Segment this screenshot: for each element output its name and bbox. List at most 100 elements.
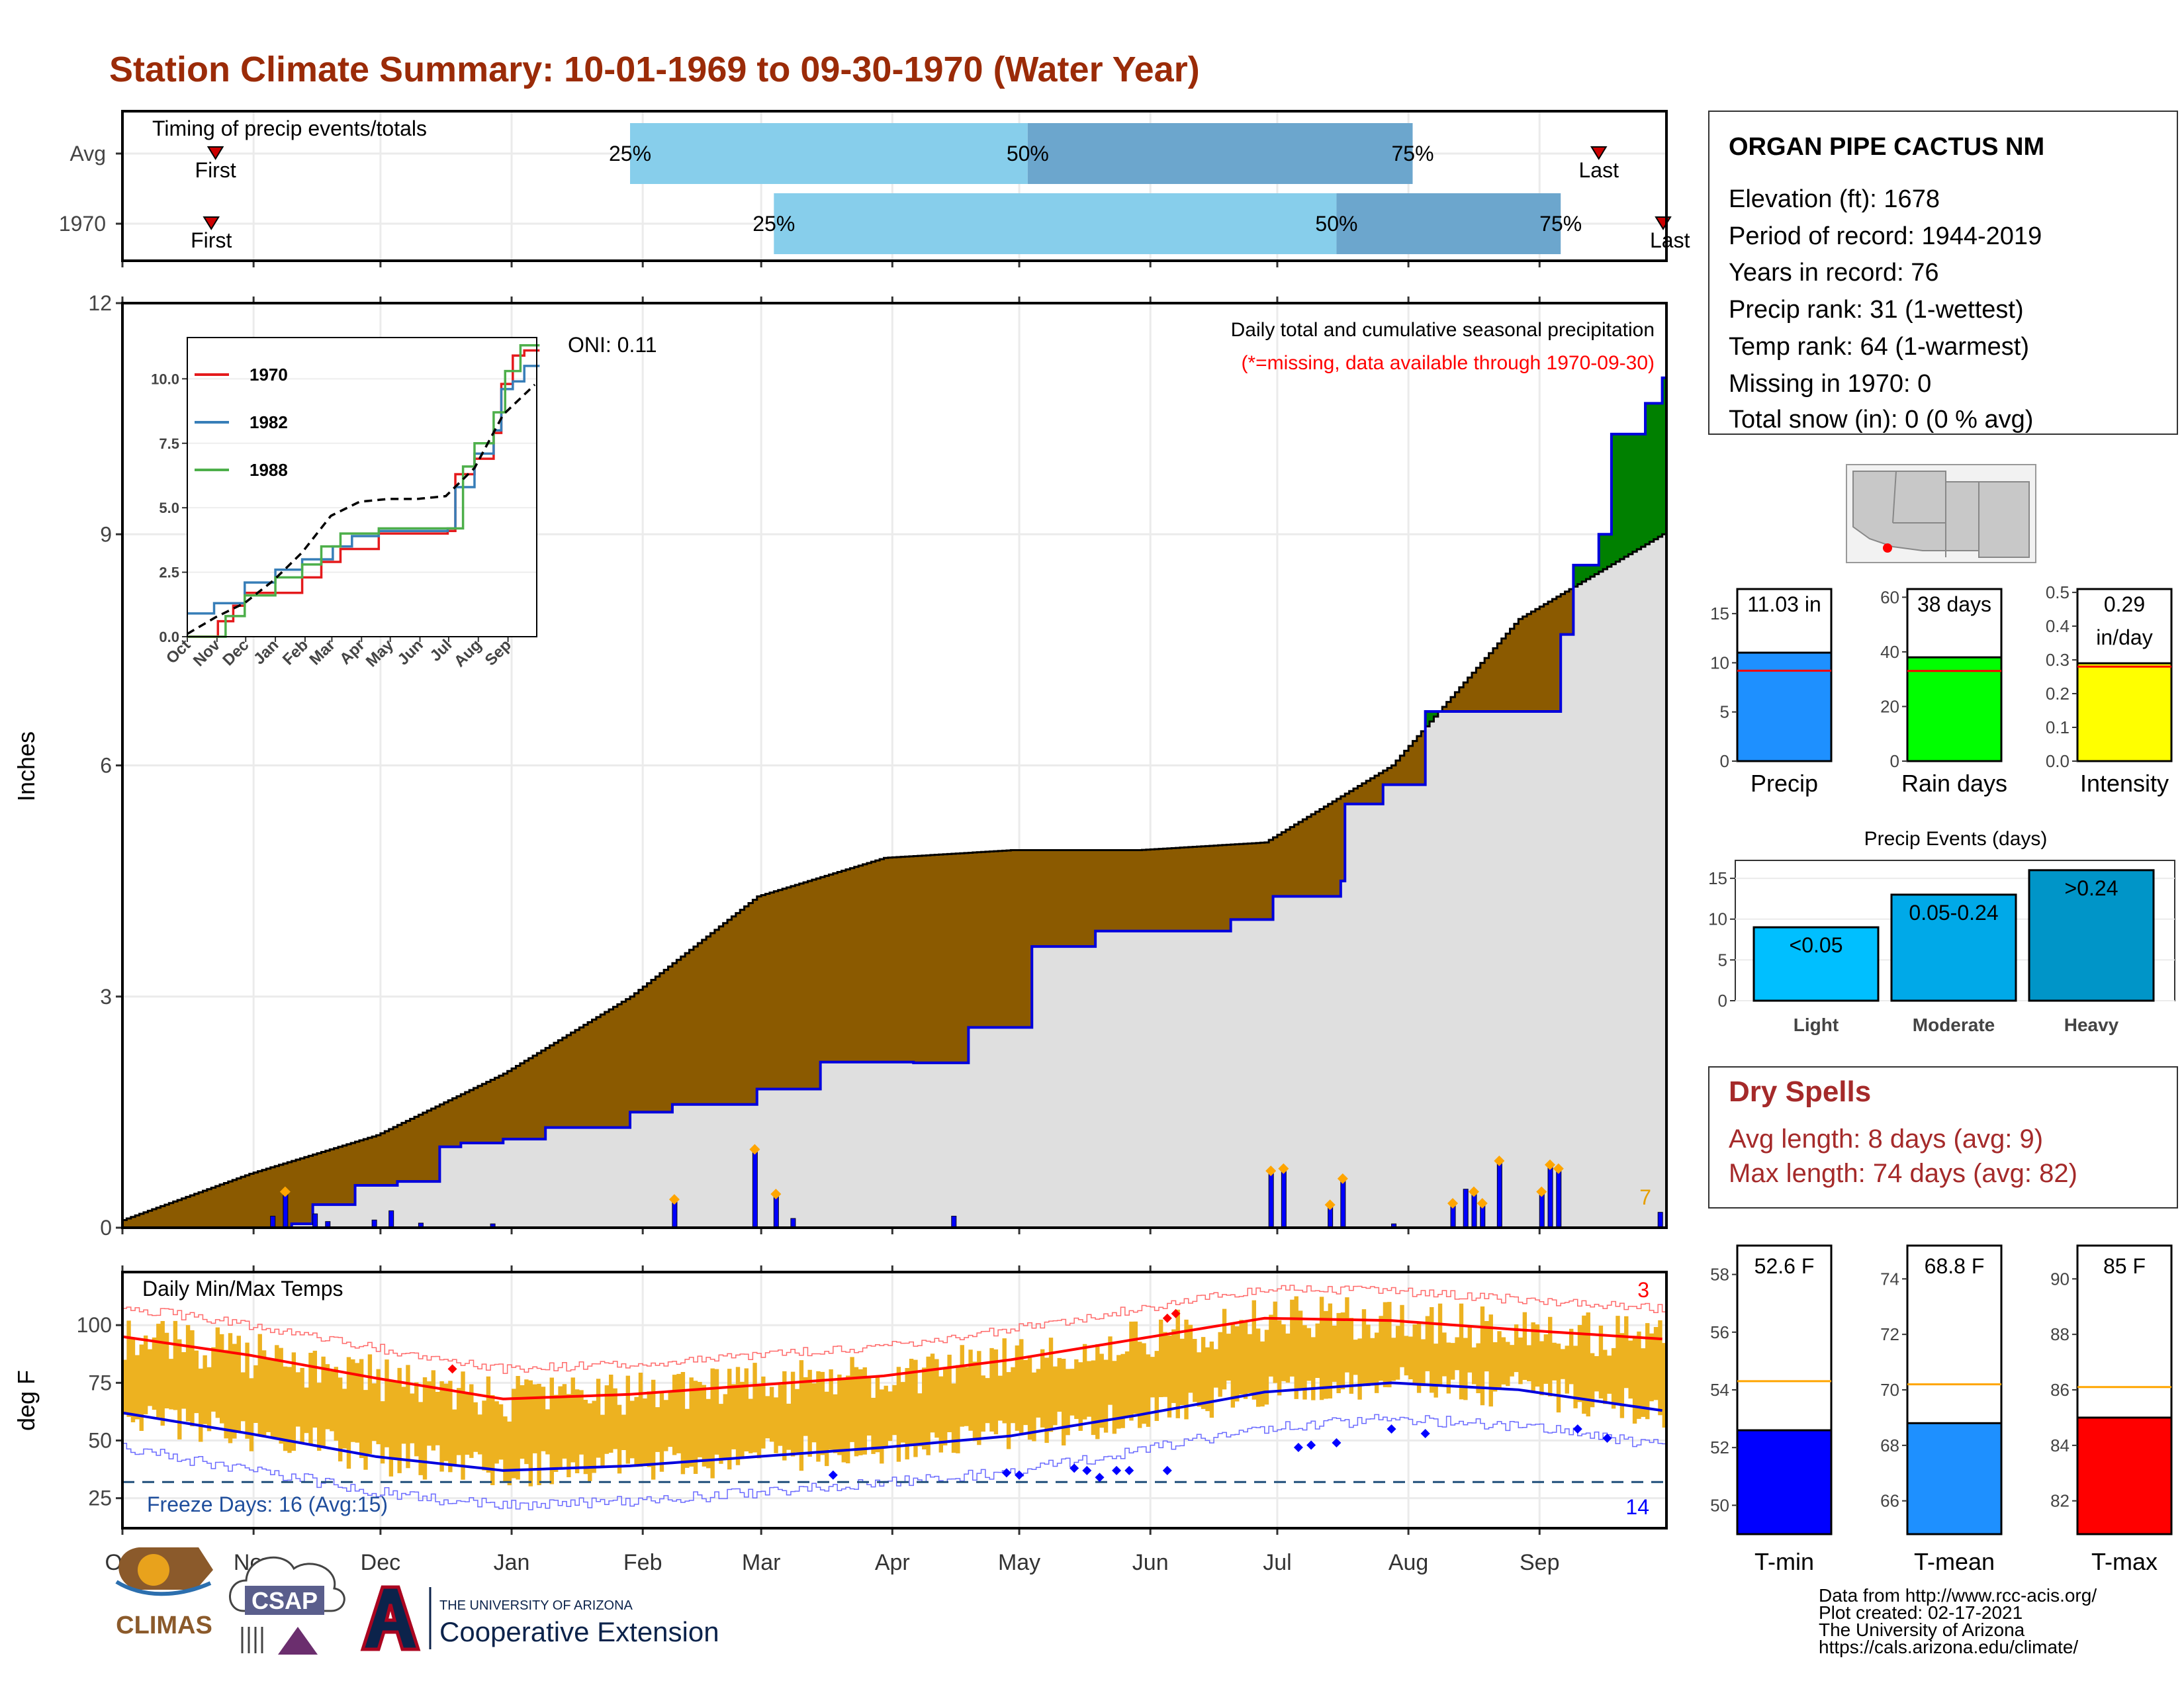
temp-ytick-label-1: 50 <box>88 1429 112 1453</box>
timing-label-25-year: 25% <box>752 212 795 236</box>
csap-logo: CSAP <box>229 1556 345 1655</box>
precip-daily-bar <box>1657 1212 1663 1228</box>
map-state-lines <box>1892 471 1979 557</box>
temp-record-low-marker <box>1162 1465 1172 1475</box>
precip-annotation-missing: (*=missing, data available through 1970-… <box>1241 352 1655 374</box>
credits: Data from http://www.rcc-acis.org/ Plot … <box>1819 1585 2097 1657</box>
temp-record-low-marker <box>1082 1465 1092 1475</box>
temp-record-low-marker <box>1572 1424 1582 1434</box>
precip-deficit-area <box>122 589 1574 1228</box>
precip-daily-bar <box>790 1218 796 1228</box>
precip-annotation-title: Daily total and cumulative seasonal prec… <box>1231 319 1655 341</box>
precip-event-marker <box>1477 1198 1488 1209</box>
summary-bar-tick-label-2: 0.3 <box>2046 650 2070 670</box>
precip-surplus-area <box>1425 377 1666 727</box>
precip-daily-bar <box>1496 1162 1502 1228</box>
temp-record-low-marker <box>1332 1438 1342 1447</box>
dry-spells-title: Dry Spells <box>1729 1075 1871 1108</box>
ua-small-text: THE UNIVERSITY OF ARIZONA <box>439 1598 633 1613</box>
precip-event-marker <box>1265 1165 1277 1177</box>
summary-bar-value-label-2: in/day <box>2096 625 2152 649</box>
precip-daily-bar <box>1340 1179 1346 1228</box>
freeze-days-label: Freeze Days: 16 (Avg:15) <box>147 1492 388 1516</box>
summary-bar-value-label-1: 38 days <box>1917 592 1991 616</box>
precip-event-marker <box>1553 1163 1564 1174</box>
month-label-jun: Jun <box>1132 1550 1169 1575</box>
summary-bar-tick-label-2: 0.1 <box>2046 717 2070 737</box>
timing-first-label-avg: First <box>195 158 236 182</box>
temp-bar-tick-label-0: 50 <box>1710 1495 1729 1515</box>
summary-bar-value-1 <box>1906 656 2003 762</box>
summary-bar-tick-label-1: 0 <box>1890 751 1899 771</box>
station-location-marker <box>1883 543 1892 553</box>
climas-sun-icon <box>138 1554 169 1586</box>
month-label-may: May <box>998 1550 1040 1575</box>
temp-bar-value-label-2: 85 F <box>2103 1254 2146 1278</box>
summary-bar-value-0 <box>1736 651 1833 762</box>
precip-areas <box>122 376 1666 1229</box>
precip-event-marker <box>1447 1198 1459 1209</box>
temp-record-low-marker <box>1095 1473 1105 1483</box>
precip-corner-count: 7 <box>1639 1185 1651 1209</box>
location-map <box>1846 464 2036 563</box>
station-info-box: ORGAN PIPE CACTUS NM Elevation (ft): 167… <box>1708 111 2178 435</box>
inset-legend-label-1988: 1988 <box>250 460 288 480</box>
precip-event-marker <box>1324 1199 1336 1211</box>
inset-ytick-label-0: 0.0 <box>159 629 179 645</box>
temp-bar-label-1: T-mean <box>1914 1548 1995 1575</box>
station-snow: Total snow (in): 0 (0 % avg) <box>1729 406 2033 434</box>
month-label-sep: Sep <box>1520 1550 1560 1575</box>
temp-panel-frame <box>121 1271 1668 1530</box>
month-label-feb: Feb <box>623 1550 662 1575</box>
temp-bar-tick-label-2: 86 <box>2050 1380 2070 1400</box>
station-temp-rank: Temp rank: 64 (1-warmest) <box>1729 333 2029 361</box>
inset-series-line-1982 <box>187 365 540 615</box>
climas-wave-icon <box>115 1580 212 1596</box>
cumulative-inset-chart: 0.02.55.07.510.0OctNovDecJanFebMarAprMay… <box>151 337 540 670</box>
temp-record-low-marker <box>1015 1470 1024 1480</box>
events-category-moderate: Moderate <box>1913 1015 1995 1035</box>
station-elevation: Elevation (ft): 1678 <box>1729 185 1940 213</box>
precip-daily-bar <box>1471 1193 1477 1228</box>
inset-bg <box>187 337 537 637</box>
temp-record-low-marker <box>1124 1465 1134 1475</box>
temp-record-low-marker <box>1602 1434 1612 1443</box>
timing-first-marker-year <box>203 216 220 230</box>
temp-record-high-marker <box>1171 1308 1181 1318</box>
precip-event-marker <box>1536 1186 1547 1197</box>
temp-daily-range-bars <box>122 1296 1666 1486</box>
temp-average-max-line <box>122 1316 1662 1400</box>
events-content: 0 5 10 15 <0.05 Light 0.05-0.24 Moderate >0.24 He… <box>1708 860 2175 1035</box>
temp-record-low-line <box>122 1414 1666 1510</box>
precip-base-area <box>122 534 1666 1228</box>
precip-year-line <box>122 376 1666 1229</box>
temp-record-low-marker <box>828 1470 838 1480</box>
credit-line-3: The University of Arizona <box>1819 1620 2025 1640</box>
precip-panel-frame <box>121 302 1668 1229</box>
temp-bar-value-label-0: 52.6 F <box>1754 1254 1815 1278</box>
precip-daily-bar <box>672 1200 678 1228</box>
temp-bar-tick-label-1: 70 <box>1880 1380 1899 1400</box>
summary-bar-tick-label-0: 15 <box>1710 604 1729 623</box>
events-tick-label-1: 5 <box>1718 950 1727 970</box>
station-box-frame <box>1708 111 2178 435</box>
month-label-dec: Dec <box>361 1550 400 1575</box>
precip-daily-bar <box>283 1193 289 1228</box>
credit-line-1: Data from http://www.rcc-acis.org/ <box>1819 1585 2097 1606</box>
temp-bar-tick-label-0: 56 <box>1710 1322 1729 1342</box>
temp-ytick-label-0: 25 <box>88 1486 112 1510</box>
summary-bar-label-1: Rain days <box>1901 770 2007 797</box>
summary-bar-value-2 <box>2076 662 2173 762</box>
csap-label-box <box>245 1586 324 1615</box>
temp-bar-tick-label-2: 90 <box>2050 1269 2070 1289</box>
precip-event-marker <box>1468 1186 1479 1197</box>
temp-bar-tick-label-1: 74 <box>1880 1269 1899 1289</box>
summary-bar-tick-label-2: 0.0 <box>2046 751 2070 771</box>
precip-y-axis-label: Inches <box>13 731 40 801</box>
credit-line-2: Plot created: 02-17-2021 <box>1819 1602 2023 1623</box>
dry-spells-box: Dry Spells Avg length: 8 days (avg: 9) M… <box>1708 1066 2178 1209</box>
inset-ytick-label-3: 7.5 <box>159 435 179 452</box>
temp-record-low-marker <box>1112 1465 1122 1475</box>
oni-value: ONI: 0.11 <box>568 333 657 357</box>
events-tick-label-2: 10 <box>1708 909 1727 929</box>
